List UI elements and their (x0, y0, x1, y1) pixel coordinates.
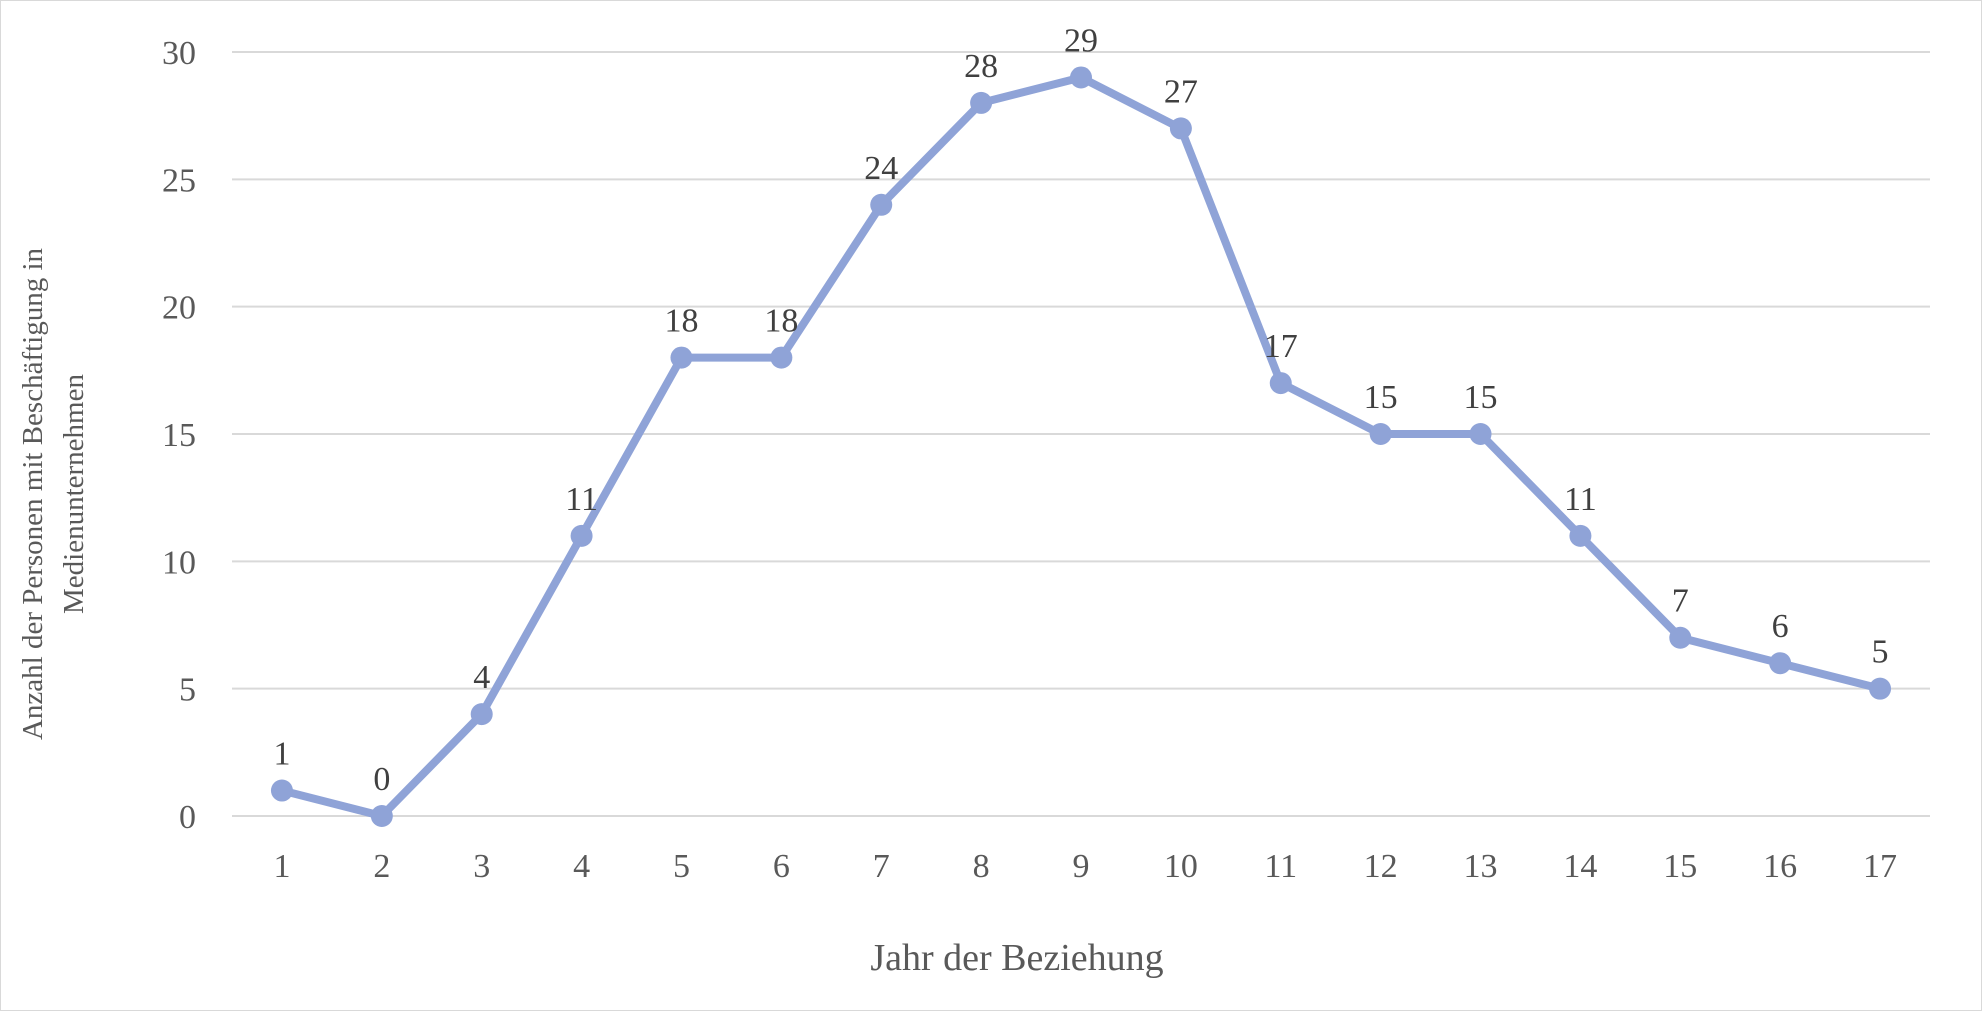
data-label: 18 (664, 303, 698, 340)
data-label: 15 (1464, 379, 1498, 416)
y-tick-label: 25 (162, 162, 196, 199)
data-point (470, 703, 493, 726)
x-tick-label: 8 (973, 848, 990, 885)
x-tick-label: 5 (673, 848, 690, 885)
x-tick-label: 4 (573, 848, 590, 885)
x-tick-label: 6 (773, 848, 790, 885)
data-label: 11 (1564, 481, 1597, 518)
x-tick-label: 10 (1164, 848, 1198, 885)
data-series (270, 66, 1892, 827)
data-point (1769, 652, 1792, 675)
data-label: 29 (1064, 22, 1098, 59)
data-label: 18 (764, 303, 798, 340)
y-axis-title: Anzahl der Personen mit Beschäftigung in… (17, 247, 90, 740)
x-tick-label: 2 (373, 848, 390, 885)
data-label: 27 (1164, 73, 1198, 110)
data-label: 15 (1364, 379, 1398, 416)
gridlines (232, 51, 1930, 817)
data-label: 6 (1772, 608, 1789, 645)
data-point (1469, 423, 1492, 445)
data-label: 11 (565, 481, 598, 518)
data-label: 1 (273, 736, 290, 773)
x-tick-label: 9 (1073, 848, 1090, 885)
x-tick-label: 12 (1364, 848, 1398, 885)
data-label: 24 (864, 150, 898, 187)
y-axis-title-line-1: Anzahl der Personen mit Beschäftigung in (17, 247, 49, 740)
data-point (970, 91, 993, 114)
data-point (770, 346, 793, 369)
data-label: 7 (1672, 583, 1689, 620)
x-tick-label: 3 (473, 848, 490, 885)
x-tick-label: 16 (1763, 848, 1797, 885)
x-tick-label: 14 (1563, 848, 1597, 885)
data-point (1869, 677, 1892, 700)
x-tick-label: 1 (273, 848, 290, 885)
data-point (270, 779, 293, 802)
x-tick-label: 7 (873, 848, 890, 885)
data-point (1669, 626, 1692, 649)
data-point (1569, 524, 1592, 547)
data-label: 5 (1872, 634, 1889, 671)
data-label: 0 (373, 761, 390, 798)
x-tick-label: 15 (1663, 848, 1697, 885)
y-tick-label: 20 (162, 290, 196, 327)
data-point (1369, 423, 1392, 445)
x-tick-labels: 1 2 3 4 5 6 7 8 9 10 11 12 13 14 15 16 17 (273, 848, 1897, 885)
data-label: 28 (964, 48, 998, 85)
data-point (370, 805, 393, 827)
y-tick-label: 30 (162, 35, 196, 72)
x-tick-label: 17 (1863, 848, 1897, 885)
data-point (1169, 117, 1192, 140)
data-point (670, 346, 693, 369)
y-tick-label: 0 (179, 799, 196, 836)
y-tick-label: 10 (162, 544, 196, 581)
y-tick-labels: 0 5 10 15 20 25 30 (162, 35, 196, 836)
y-tick-label: 15 (162, 417, 196, 454)
series-line (277, 73, 1885, 820)
x-tick-label: 11 (1264, 848, 1297, 885)
y-axis-title-line-2: Medienunternehmen (58, 374, 90, 614)
data-label: 4 (473, 659, 490, 696)
y-tick-label: 5 (179, 672, 196, 709)
data-labels: 1 0 4 11 18 18 24 28 29 27 17 15 15 11 7 6 5 (273, 22, 1888, 798)
data-label: 17 (1264, 328, 1298, 365)
x-axis-title: Jahr der Beziehung (870, 937, 1163, 979)
data-point (1269, 372, 1292, 395)
x-tick-label: 13 (1464, 848, 1498, 885)
data-point (870, 193, 893, 216)
data-point (570, 524, 593, 547)
data-point (1070, 66, 1092, 89)
